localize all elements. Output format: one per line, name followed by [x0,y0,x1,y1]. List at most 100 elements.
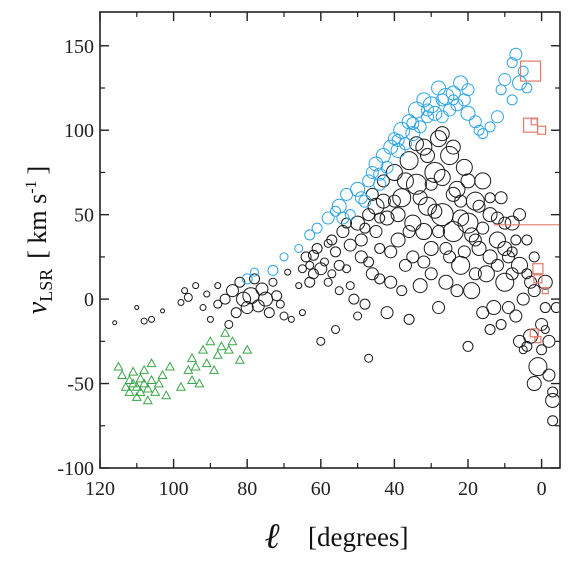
svg-text:vLSR[ km s-1]: vLSR [ km s-1] [22,166,56,314]
data-point [380,160,394,174]
data-point [359,298,371,310]
data-point [403,313,415,325]
data-point [142,383,153,393]
data-point [455,158,473,176]
data-point [112,320,118,326]
data-point [450,98,464,112]
data-point [417,255,431,269]
data-point [216,341,227,351]
data-point [124,386,135,396]
data-point [263,307,275,319]
data-point [512,75,528,91]
data-point [405,173,427,195]
data-point [387,194,401,208]
data-point [541,287,549,295]
data-point [471,240,487,256]
data-point [421,110,435,124]
data-point [528,357,548,377]
series-layer [112,47,559,427]
x-tick-label: 40 [384,478,404,500]
data-point [495,84,507,96]
data-point [498,73,512,87]
data-point [490,110,504,124]
y-tick-label: 0 [84,289,94,311]
data-point [406,250,420,264]
data-point [294,243,304,253]
data-point [242,287,260,305]
data-point [402,225,416,239]
data-point [398,258,412,272]
data-point [212,349,223,359]
data-point [423,240,439,256]
data-point [190,361,201,371]
data-point [297,264,307,274]
data-point [383,139,399,155]
data-point [319,257,329,267]
data-point [373,167,387,181]
data-point [354,233,368,247]
y-axis-close: ] [23,166,52,175]
data-point [504,215,520,231]
data-point [267,264,279,276]
data-point [375,148,391,164]
y-tick-label: 50 [74,205,94,227]
data-point [506,57,518,69]
data-point [128,366,139,376]
data-point [501,250,515,264]
data-point [396,285,408,297]
data-point [434,126,450,142]
data-point [300,251,312,263]
data-point [330,246,342,258]
data-point [242,344,253,354]
data-point [526,376,542,392]
data-point [405,126,421,142]
data-point [192,282,200,290]
data-point [391,133,405,147]
data-point [284,268,292,276]
data-point [295,282,303,290]
data-point [358,194,372,208]
data-point [298,309,306,317]
data-point [139,378,150,388]
data-point [240,301,254,315]
data-point [139,364,150,374]
data-point [453,75,469,91]
data-point [350,215,366,231]
data-point [519,60,542,82]
data-point [528,251,540,263]
data-point [209,364,220,374]
data-point [521,234,533,246]
data-point [442,221,464,243]
data-point [359,222,371,234]
data-point [468,267,482,281]
data-point [396,172,414,190]
data-point [542,334,556,348]
data-point [509,309,523,323]
data-point [183,364,194,374]
data-point [435,110,449,124]
data-point [545,392,559,408]
data-point [390,142,406,158]
y-axis-unit: [ km s [23,194,52,259]
data-point [345,281,355,291]
data-point [473,124,485,136]
data-point [537,274,553,290]
data-point [392,188,412,208]
data-point [311,222,323,234]
data-point [454,194,468,208]
data-point [135,373,146,383]
data-point [510,234,522,246]
data-point [390,232,406,248]
data-point [472,199,486,213]
data-point [420,148,436,164]
data-point [142,395,153,405]
data-point [385,163,403,181]
data-point [117,369,128,379]
data-point [220,327,231,337]
data-point [113,361,124,371]
data-point [539,302,551,314]
data-point [384,275,398,289]
data-point [536,344,548,356]
data-point [249,273,261,285]
